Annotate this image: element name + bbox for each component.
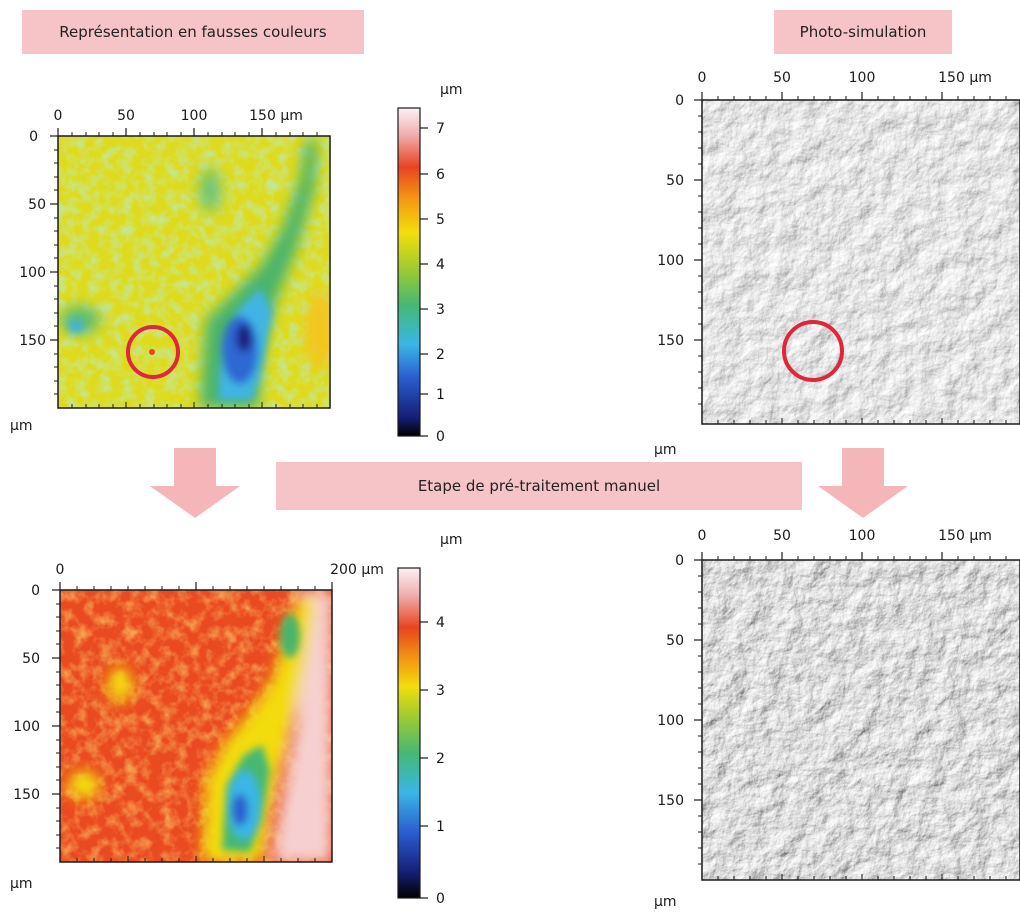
photo-simulation-label-text: Photo-simulation [799, 23, 927, 41]
false-color-map-top: 0 50 100 150 µm 0 50 100 150 µm [0, 70, 380, 450]
colorbar-tick: 0 [436, 891, 445, 907]
colorbar-tick: 5 [436, 212, 445, 228]
x-tick-label: 100 [181, 108, 208, 124]
photo-simulation-image [702, 560, 1020, 880]
colorbar-top: µm 7 6 5 4 3 2 1 0 [380, 70, 470, 450]
colorbar-tick: 0 [436, 429, 445, 445]
y-tick-label: 100 [19, 265, 46, 281]
colorbar-tick: 6 [436, 167, 445, 183]
x-tick-label: 100 [849, 528, 876, 544]
y-unit-label: µm [654, 442, 677, 458]
y-tick-label: 100 [657, 253, 684, 269]
x-tick-label: 150 µm [938, 70, 992, 86]
photo-simulation-top: 0 50 100 150 µm 0 50 100 150 µm [640, 60, 1020, 460]
y-unit-label: µm [654, 894, 677, 910]
x-tick-label: 50 [773, 528, 791, 544]
pretreatment-label-text: Etape de pré-traitement manuel [417, 477, 661, 495]
photo-simulation-label: Photo-simulation [774, 10, 952, 54]
x-tick-label: 150 µm [249, 108, 303, 124]
colorbar-tick: 1 [436, 387, 445, 403]
x-tick-label: 100 [849, 70, 876, 86]
y-tick-label: 150 [657, 333, 684, 349]
y-tick-label: 0 [675, 93, 684, 109]
y-tick-label: 50 [666, 633, 684, 649]
photo-simulation-image [702, 100, 1020, 424]
y-unit-label: µm [10, 418, 33, 434]
false-color-image [58, 136, 330, 408]
y-tick-label: 150 [657, 793, 684, 809]
false-color-label-text: Représentation en fausses couleurs [59, 23, 327, 41]
false-color-image [60, 590, 332, 862]
x-tick-label: 0 [698, 528, 707, 544]
y-tick-label: 0 [675, 553, 684, 569]
x-tick-label: 200 µm [330, 562, 384, 578]
y-tick-label: 50 [28, 197, 46, 213]
colorbar-tick: 3 [436, 302, 445, 318]
highlight-circle-top-right [782, 320, 844, 382]
y-tick-label: 150 [13, 787, 40, 803]
x-tick-label: 0 [56, 562, 65, 578]
colorbar-tick: 1 [436, 819, 445, 835]
y-tick-label: 100 [657, 713, 684, 729]
colorbar-bottom: µm 4 3 2 1 0 [380, 520, 470, 911]
down-arrow-right-icon [818, 448, 908, 518]
false-color-map-bottom: 0 200 µm 0 50 100 150 µm [0, 540, 384, 911]
y-tick-label: 50 [22, 651, 40, 667]
x-tick-label: 0 [54, 108, 63, 124]
colorbar-tick: 2 [436, 347, 445, 363]
pretreatment-label: Etape de pré-traitement manuel [276, 462, 802, 510]
x-tick-label: 150 µm [938, 528, 992, 544]
colorbar-unit: µm [440, 82, 463, 98]
colorbar-tick: 7 [436, 121, 445, 137]
y-tick-label: 50 [666, 173, 684, 189]
colorbar-tick: 4 [436, 257, 445, 273]
down-arrow-left-icon [150, 448, 240, 518]
colorbar-tick: 4 [436, 615, 445, 631]
photo-simulation-bottom: 0 50 100 150 µm 0 50 100 150 µm [640, 516, 1020, 911]
y-unit-label: µm [10, 876, 33, 892]
x-tick-label: 50 [117, 108, 135, 124]
y-tick-label: 0 [29, 129, 38, 145]
colorbar-tick: 3 [436, 683, 445, 699]
colorbar-unit: µm [440, 532, 463, 548]
x-tick-label: 0 [698, 70, 707, 86]
colorbar-tick: 2 [436, 751, 445, 767]
y-tick-label: 0 [31, 583, 40, 599]
false-color-label: Représentation en fausses couleurs [22, 10, 364, 54]
highlight-circle-top-left [126, 325, 180, 379]
y-tick-label: 150 [19, 333, 46, 349]
y-tick-label: 100 [13, 719, 40, 735]
x-tick-label: 50 [773, 70, 791, 86]
